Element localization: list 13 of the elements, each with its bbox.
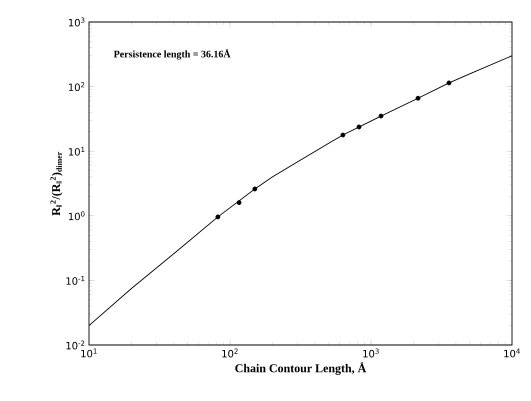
y-tick-label: 10$^{-1}$	[66, 276, 84, 285]
x-axis-title: Chain Contour Length, Å	[235, 362, 366, 375]
y-tick-label: 10$^{2}$	[68, 82, 84, 92]
x-tick-label: 10$^{1}$	[81, 348, 97, 358]
text: R$_{‖}$$^{2}$/(R$_{‖}$$^{2}$)$_{dimer}$	[50, 152, 63, 216]
x-tick-label: 10$^{2}$	[222, 348, 238, 358]
x-tick-label: 10$^{4}$	[504, 348, 520, 358]
y-tick-label: 10$^{3}$	[68, 18, 84, 26]
annotation: Persistence length = 36.16Å	[114, 49, 231, 60]
y-tick-label: 10$^{-2}$	[66, 340, 84, 350]
y-tick-label: 10$^{1}$	[68, 146, 84, 156]
y-tick-label: 10$^{0}$	[68, 211, 85, 220]
x-tick-label: 10$^{3}$	[363, 348, 379, 358]
